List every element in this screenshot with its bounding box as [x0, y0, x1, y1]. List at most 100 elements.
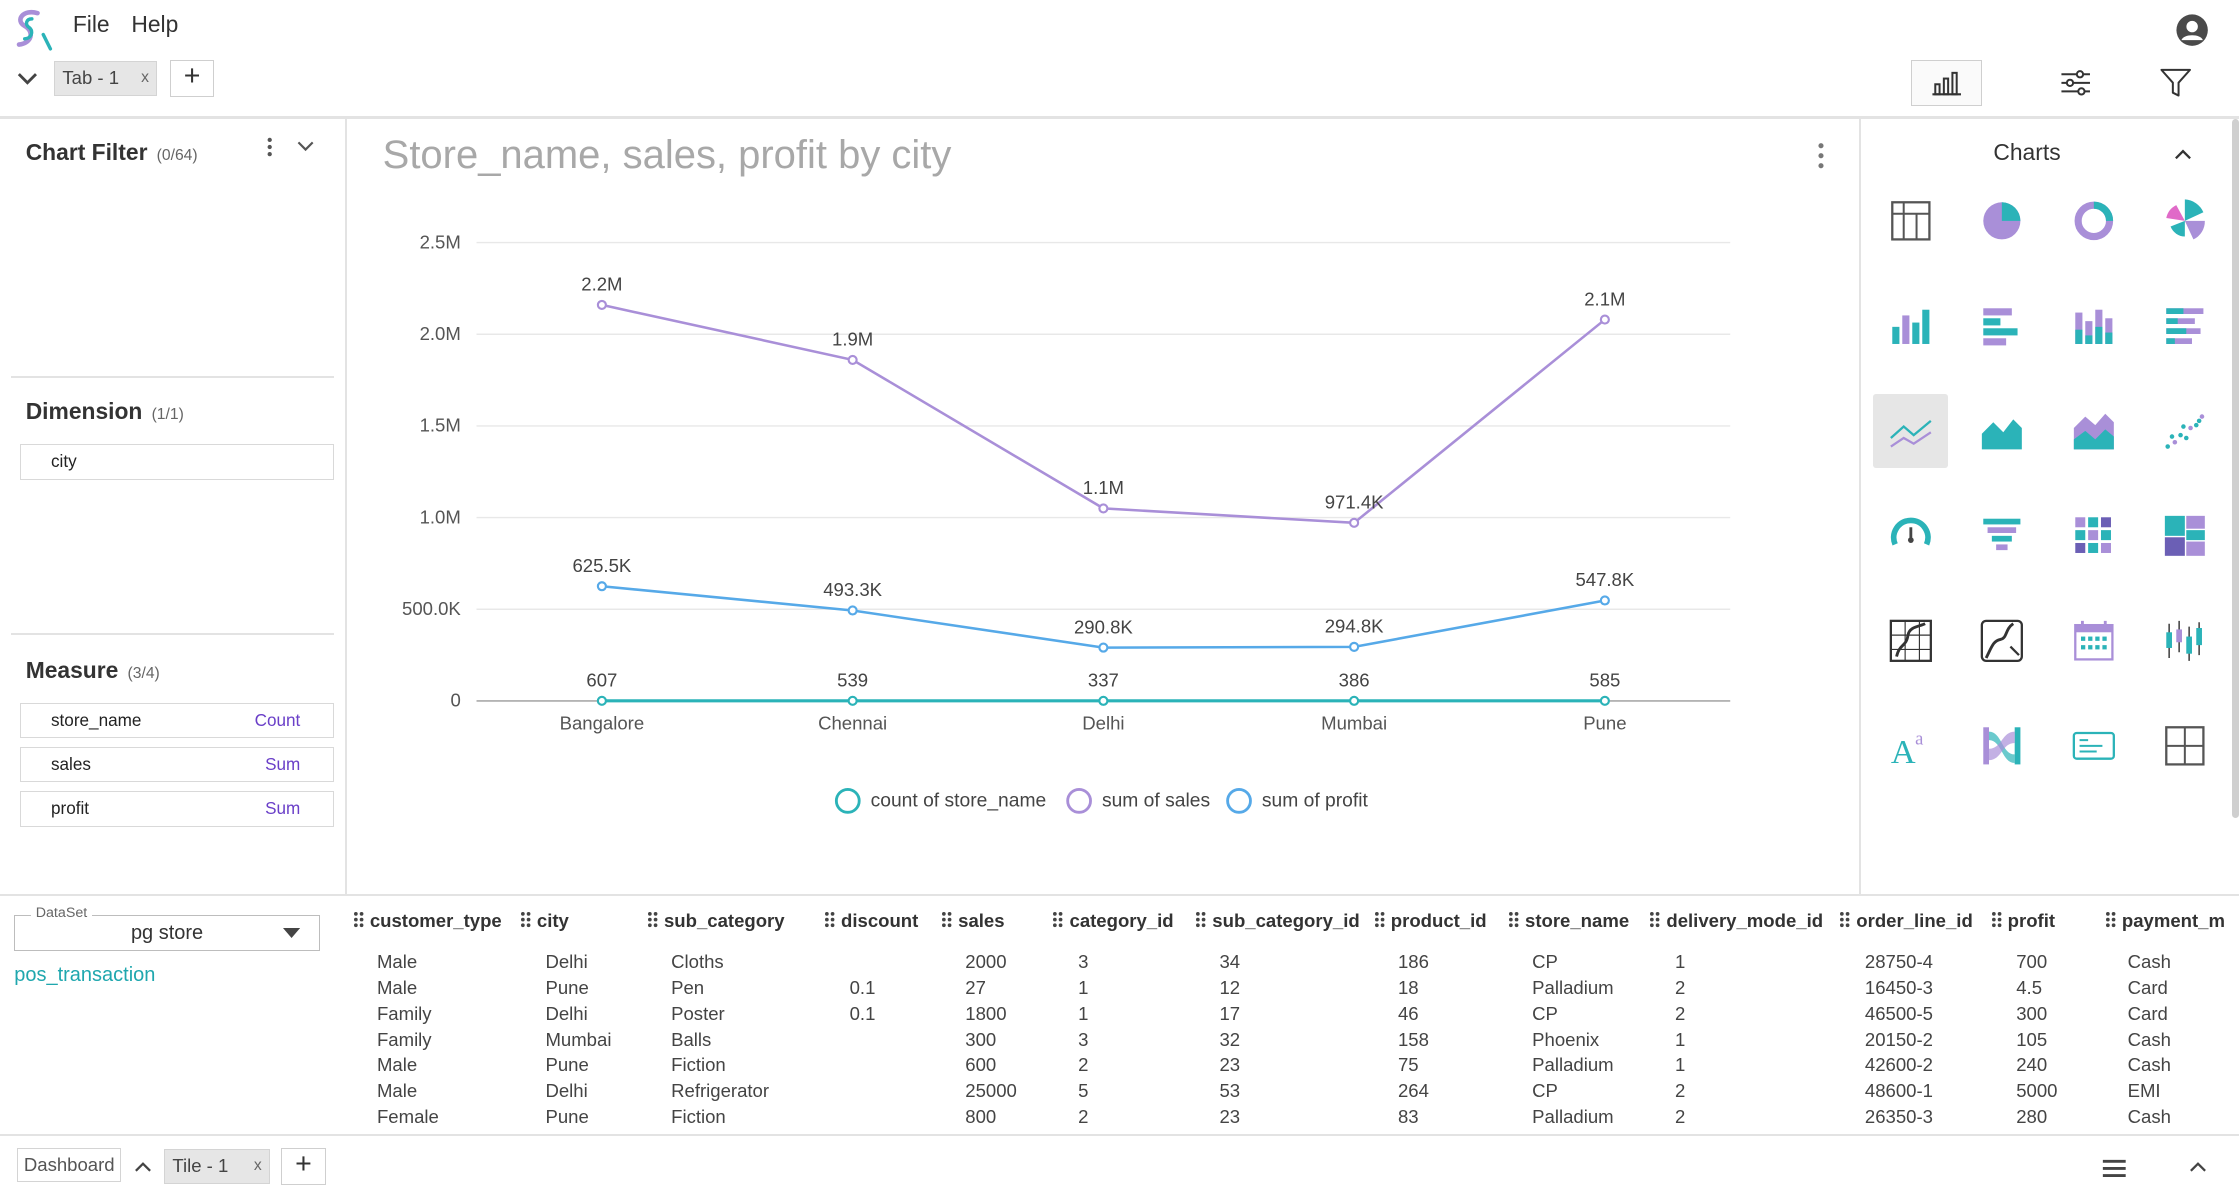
- column-header[interactable]: product_id: [1374, 910, 1487, 932]
- tab-1[interactable]: Tab - 1 x: [54, 61, 158, 96]
- chart-type-card-chart[interactable]: [2056, 708, 2130, 782]
- charts-collapse-icon[interactable]: [2173, 144, 2193, 164]
- dataset-dropdown-icon[interactable]: [282, 928, 300, 939]
- add-tab-button[interactable]: +: [169, 59, 215, 98]
- data-point[interactable]: [1600, 595, 1611, 606]
- chart-type-gauge-chart[interactable]: [1873, 498, 1947, 572]
- drag-handle-icon[interactable]: [1649, 911, 1660, 928]
- data-point[interactable]: [597, 581, 608, 592]
- column-header[interactable]: city: [520, 910, 569, 932]
- data-point[interactable]: [847, 605, 859, 616]
- chart-type-scatter-chart[interactable]: [2148, 394, 2222, 468]
- column-header[interactable]: store_name: [1508, 910, 1629, 932]
- data-point[interactable]: [1349, 695, 1360, 707]
- chart-type-calendar-chart[interactable]: [2056, 604, 2130, 678]
- column-header[interactable]: sub_category: [647, 910, 785, 932]
- chart-type-geo-map[interactable]: [1873, 604, 1947, 678]
- drag-handle-icon[interactable]: [941, 911, 952, 928]
- chart-type-line-chart[interactable]: [1873, 394, 1948, 469]
- drag-handle-icon[interactable]: [824, 911, 835, 928]
- drag-handle-icon[interactable]: [520, 911, 531, 928]
- filter-more-icon[interactable]: [264, 137, 275, 157]
- column-header[interactable]: order_line_id: [1839, 910, 1973, 932]
- drag-handle-icon[interactable]: [1374, 911, 1385, 928]
- drag-handle-icon[interactable]: [1991, 911, 2002, 928]
- chart-type-geo-map-2[interactable]: [1965, 604, 2039, 678]
- chart-type-boxplot[interactable]: [2148, 604, 2222, 678]
- column-header[interactable]: customer_type: [353, 910, 502, 932]
- data-point[interactable]: [1349, 517, 1360, 529]
- chart-type-stacked-area[interactable]: [2056, 394, 2130, 468]
- settings-button[interactable]: [2041, 60, 2112, 106]
- chart-more-icon[interactable]: [1811, 140, 1831, 171]
- data-point[interactable]: [1600, 314, 1611, 325]
- column-header[interactable]: sales: [941, 910, 1005, 932]
- chart-type-horizontal-bar[interactable]: [1965, 290, 2039, 364]
- tab-chevron-down-icon[interactable]: [16, 67, 39, 90]
- column-header[interactable]: payment_m: [2105, 910, 2225, 932]
- chart-type-sankey[interactable]: [1965, 708, 2039, 782]
- drag-handle-icon[interactable]: [1052, 911, 1063, 928]
- chart-type-funnel-chart[interactable]: [1965, 498, 2039, 572]
- data-point[interactable]: [597, 695, 608, 707]
- drag-handle-icon[interactable]: [1839, 911, 1850, 928]
- data-point[interactable]: [1098, 642, 1109, 653]
- dataset-table-name[interactable]: pos_transaction: [14, 963, 156, 986]
- column-header[interactable]: category_id: [1052, 910, 1174, 932]
- measure-field-profit[interactable]: profit Sum: [19, 791, 335, 827]
- drag-handle-icon[interactable]: [353, 911, 364, 928]
- measure-field-sales[interactable]: sales Sum: [19, 746, 335, 783]
- column-header[interactable]: profit: [1991, 910, 2055, 932]
- data-point[interactable]: [1349, 641, 1360, 653]
- measure-field-store-name[interactable]: store_name Count: [19, 702, 335, 739]
- chart-view-button[interactable]: [1910, 59, 1982, 106]
- drag-handle-icon[interactable]: [1195, 911, 1206, 928]
- measure-agg[interactable]: Sum: [265, 753, 301, 774]
- data-point[interactable]: [847, 695, 859, 707]
- tile-1-tab[interactable]: Tile - 1 x: [164, 1149, 270, 1184]
- hamburger-menu-icon[interactable]: [2100, 1157, 2129, 1180]
- add-tile-button[interactable]: +: [281, 1148, 326, 1186]
- filter-button[interactable]: [2140, 60, 2211, 106]
- dashboard-button[interactable]: Dashboard: [17, 1148, 122, 1183]
- chevron-up-icon[interactable]: [133, 1158, 153, 1175]
- drag-handle-icon[interactable]: [1508, 911, 1519, 928]
- drag-handle-icon[interactable]: [2105, 911, 2116, 928]
- measure-agg[interactable]: Count: [254, 709, 301, 730]
- dataset-select[interactable]: pg store: [14, 915, 320, 951]
- data-point[interactable]: [847, 355, 859, 366]
- chart-type-bar-chart[interactable]: [1873, 290, 1947, 364]
- data-point[interactable]: [1098, 503, 1109, 514]
- chart-type-stacked-bar[interactable]: [2056, 290, 2130, 364]
- menu-help[interactable]: Help: [131, 11, 179, 38]
- legend-item[interactable]: sum of sales: [1066, 788, 1211, 814]
- user-account-icon[interactable]: [2175, 13, 2209, 47]
- data-point[interactable]: [1600, 695, 1611, 707]
- menu-file[interactable]: File: [72, 11, 110, 38]
- vertical-scrollbar[interactable]: [2231, 118, 2239, 819]
- chart-type-area-chart[interactable]: [1965, 394, 2039, 468]
- data-point[interactable]: [597, 300, 608, 311]
- chart-type-pie-chart[interactable]: [1965, 184, 2039, 258]
- tab-1-close[interactable]: x: [141, 69, 149, 87]
- column-header[interactable]: delivery_mode_id: [1649, 910, 1823, 932]
- chart-type-heatmap[interactable]: [2056, 498, 2130, 572]
- chart-type-crosstab[interactable]: [2148, 708, 2222, 782]
- filter-chevron-down-icon[interactable]: [297, 141, 314, 152]
- drag-handle-icon[interactable]: [647, 911, 658, 928]
- footer-chevron-up-icon[interactable]: [2188, 1158, 2208, 1175]
- chart-type-treemap[interactable]: [2148, 498, 2222, 572]
- column-header[interactable]: discount: [824, 910, 918, 932]
- chart-type-rose-chart[interactable]: [2148, 184, 2222, 258]
- column-header[interactable]: sub_category_id: [1195, 910, 1360, 932]
- data-point[interactable]: [1098, 695, 1109, 707]
- dimension-field-city[interactable]: city: [19, 444, 335, 480]
- legend-item[interactable]: sum of profit: [1226, 788, 1369, 814]
- chart-type-table-chart[interactable]: [1873, 184, 1947, 258]
- measure-agg[interactable]: Sum: [265, 798, 301, 819]
- chart-type-stacked-horizontal-bar[interactable]: [2148, 290, 2222, 364]
- chart-type-donut-chart[interactable]: [2056, 184, 2130, 258]
- tile-1-close[interactable]: x: [253, 1157, 262, 1175]
- legend-item[interactable]: count of store_name: [835, 788, 1047, 814]
